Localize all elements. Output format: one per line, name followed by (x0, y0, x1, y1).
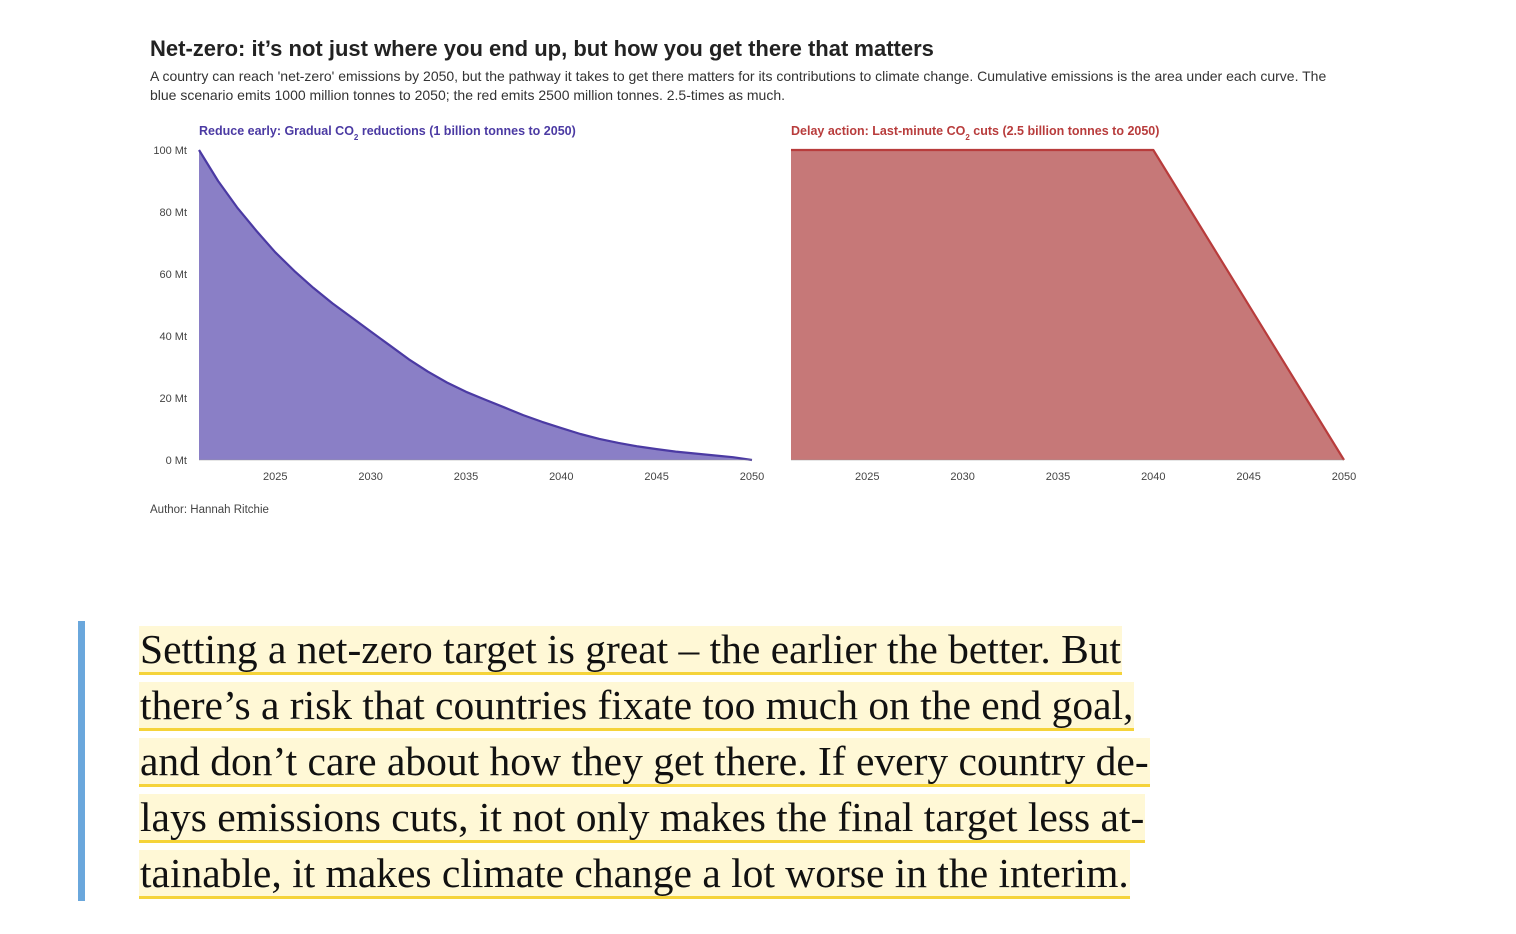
reduce-early-y-tick-label: 20 Mt (159, 393, 187, 405)
delay-action-x-tick-label: 2030 (950, 471, 974, 483)
charts-svg: Reduce early: Gradual CO2 reductions (1 … (153, 124, 1356, 483)
delay-action-x-tick-label: 2040 (1141, 471, 1165, 483)
delay-action-line (791, 148, 1345, 461)
blockquote: Setting a net-zero target is great – the… (78, 621, 1368, 901)
chart-figure: Net-zero: it’s not just where you end up… (150, 36, 1356, 516)
reduce-early-x-tick-label: 2030 (358, 471, 382, 483)
author-credit: Author: Hannah Ritchie (150, 504, 269, 516)
reduce-early-x-tick-label: 2040 (549, 471, 573, 483)
quote-bar (78, 621, 85, 901)
reduce-early-y-tick-label: 100 Mt (153, 145, 187, 157)
reduce-early-area (199, 150, 752, 460)
reduce-early-y-tick-label: 60 Mt (159, 269, 187, 281)
quote-line: lays emissions cuts, it not only makes t… (139, 794, 1146, 843)
reduce-early-panel-title: Reduce early: Gradual CO2 reductions (1 … (199, 124, 576, 142)
reduce-early-x-tick-label: 2035 (454, 471, 478, 483)
quote-line: Setting a net-zero target is great – the… (139, 626, 1123, 675)
delay-action-panel-title: Delay action: Last-minute CO2 cuts (2.5 … (791, 124, 1159, 142)
reduce-early-x-tick-label: 2025 (263, 471, 287, 483)
delay-action-x-tick-label: 2035 (1046, 471, 1070, 483)
reduce-early-y-tick-label: 80 Mt (159, 207, 187, 219)
quote-text: Setting a net-zero target is great – the… (139, 621, 1339, 901)
chart-subtitle: A country can reach 'net-zero' emissions… (150, 68, 1327, 103)
reduce-early-line (198, 149, 753, 462)
quote-line: tainable, it makes climate change a lot … (139, 850, 1130, 899)
reduce-early-y-tick-label: 0 Mt (166, 455, 187, 467)
delay-action-x-tick-label: 2045 (1236, 471, 1260, 483)
delay-action-x-tick-label: 2025 (855, 471, 879, 483)
delay-action-area (791, 150, 1344, 460)
reduce-early-y-tick-label: 40 Mt (159, 331, 187, 343)
reduce-early-x-tick-label: 2050 (740, 471, 764, 483)
delay-action-x-tick-label: 2050 (1332, 471, 1356, 483)
reduce-early-x-tick-label: 2045 (644, 471, 668, 483)
quote-line: there’s a risk that countries fixate too… (139, 682, 1135, 731)
chart-title: Net-zero: it’s not just where you end up… (150, 36, 934, 61)
quote-line: and don’t care about how they get there.… (139, 738, 1150, 787)
